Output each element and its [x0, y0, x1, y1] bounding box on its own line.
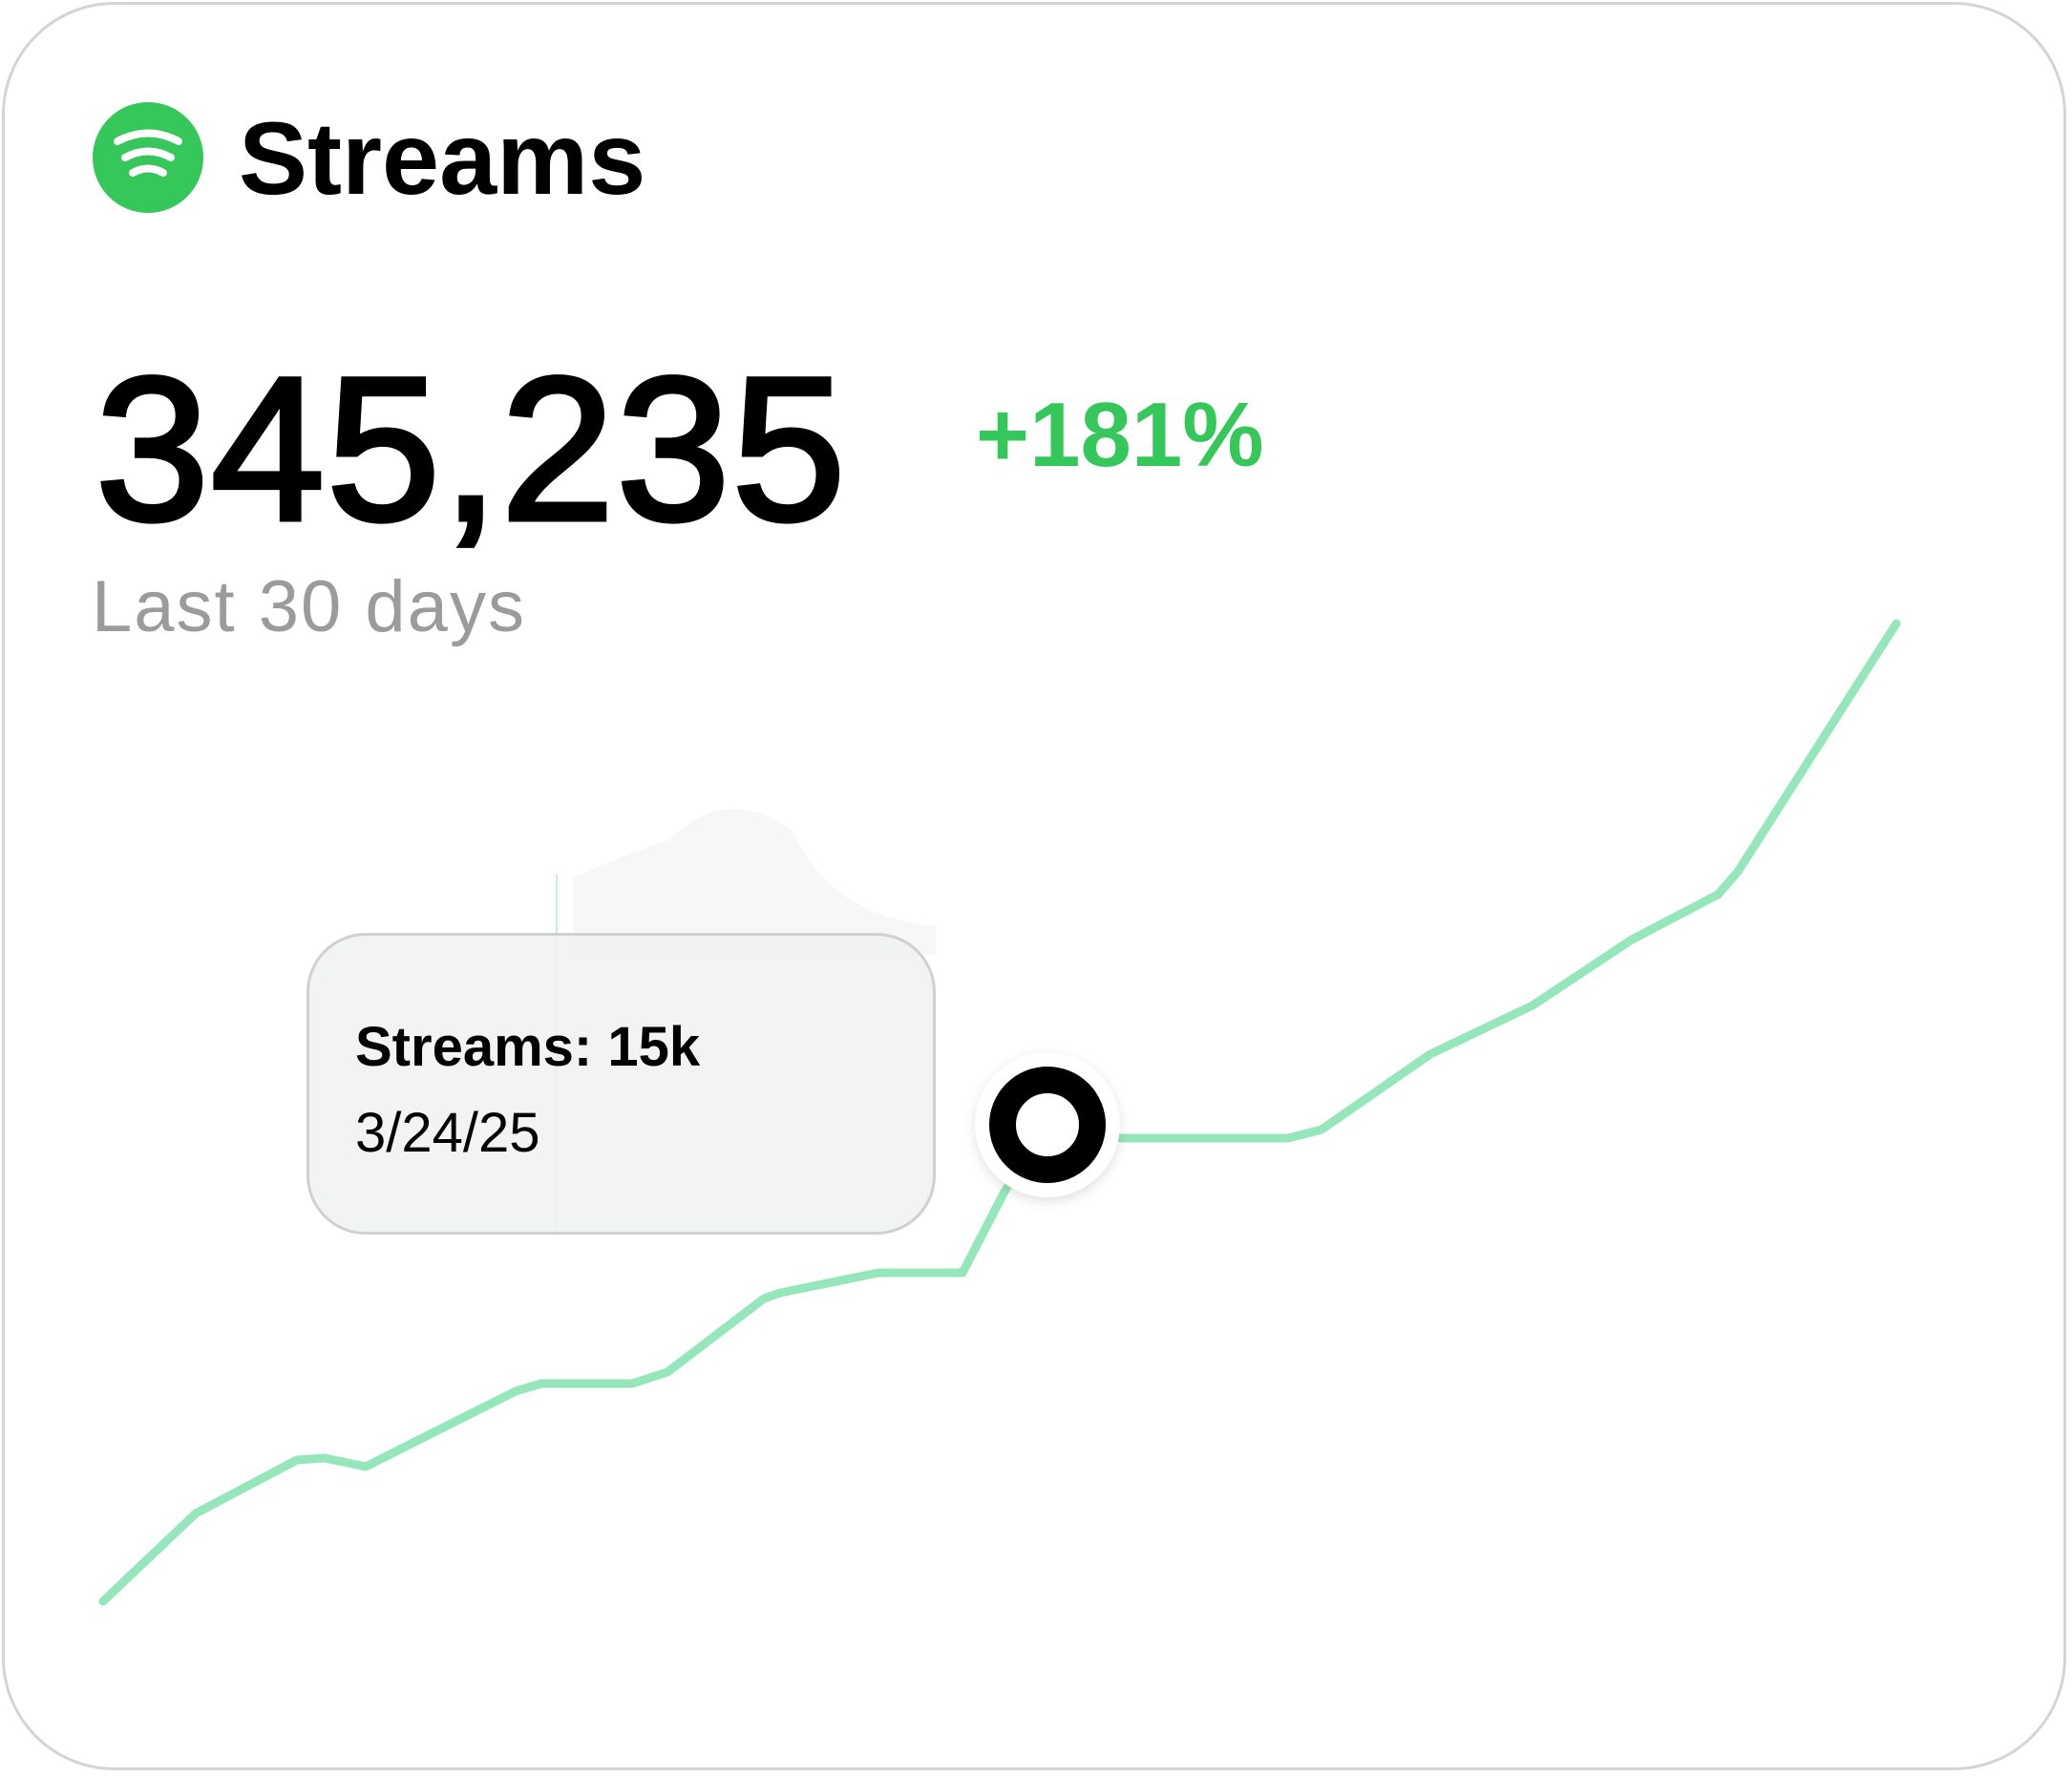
tooltip-value: Streams: 15k: [355, 1016, 701, 1078]
streams-line: [98, 619, 1901, 1606]
period-label: Last 30 days: [92, 566, 526, 647]
card-title: Streams: [239, 100, 646, 216]
total-streams-value: 345,235: [94, 335, 849, 563]
chart-tooltip: Streams: 15k 3/24/25: [307, 933, 936, 1235]
tooltip-date: 3/24/25: [355, 1102, 540, 1164]
spotify-icon: [93, 102, 203, 213]
change-badge: +181%: [976, 384, 1264, 486]
hover-shadow: [573, 809, 936, 955]
data-point-marker: [989, 1067, 1106, 1183]
